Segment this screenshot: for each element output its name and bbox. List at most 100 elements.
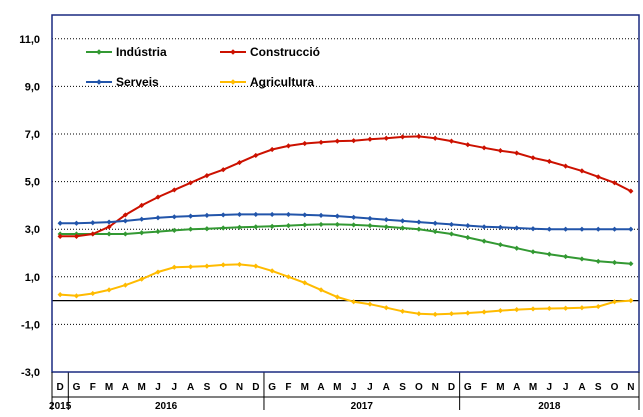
data-point	[432, 135, 438, 141]
x-tick-label: O	[415, 382, 423, 393]
data-point	[204, 212, 210, 218]
data-point	[514, 225, 520, 231]
data-point	[465, 142, 471, 148]
data-point	[253, 211, 259, 218]
data-point	[220, 225, 226, 231]
x-tick-label: F	[90, 382, 96, 393]
data-point	[334, 294, 340, 300]
data-point	[611, 226, 618, 232]
data-point	[351, 214, 357, 220]
data-point	[285, 223, 292, 229]
data-point	[171, 227, 177, 233]
x-tick-label: A	[513, 382, 520, 393]
data-point	[351, 222, 357, 228]
data-point	[481, 224, 487, 230]
data-point	[383, 135, 389, 141]
data-point	[367, 215, 373, 222]
x-tick-label: G	[464, 382, 472, 393]
data-point	[106, 219, 112, 225]
data-point	[171, 214, 177, 220]
data-point	[432, 220, 438, 226]
y-tick-label: 11,0	[19, 34, 40, 46]
x-tick-label: S	[595, 382, 602, 393]
y-tick-label: 1,0	[25, 272, 40, 284]
y-tick-label: 9,0	[25, 81, 40, 93]
data-point	[122, 282, 128, 288]
data-point	[448, 138, 455, 144]
data-point	[204, 263, 210, 269]
data-point	[595, 174, 601, 180]
data-point	[481, 145, 487, 151]
x-tick-label: N	[627, 382, 634, 393]
data-point	[399, 225, 406, 231]
y-tick-label: 5,0	[25, 177, 40, 189]
data-point	[432, 228, 438, 235]
data-point	[563, 163, 569, 169]
data-point	[187, 213, 194, 219]
y-tick-label: -3,0	[21, 367, 40, 379]
data-point	[220, 262, 226, 268]
data-point	[171, 187, 177, 193]
data-point	[611, 299, 618, 305]
data-point	[399, 134, 406, 140]
data-point	[497, 307, 504, 314]
data-point	[187, 264, 194, 270]
data-point	[399, 308, 406, 314]
x-tick-label: M	[529, 382, 537, 393]
data-point	[546, 226, 552, 232]
data-point	[611, 180, 618, 186]
data-point	[351, 299, 357, 305]
data-point	[334, 138, 340, 144]
x-tick-label: D	[57, 382, 64, 393]
data-point	[269, 268, 275, 274]
data-point	[155, 215, 161, 221]
data-point	[318, 212, 324, 218]
data-point	[236, 159, 243, 166]
data-point	[563, 253, 569, 260]
data-point	[139, 276, 145, 282]
x-tick-label: J	[547, 382, 553, 393]
legend-marker-1	[230, 49, 236, 55]
data-point	[530, 226, 536, 232]
data-point	[514, 307, 520, 313]
data-point	[220, 212, 226, 218]
data-point	[497, 148, 504, 154]
data-point	[318, 287, 324, 293]
data-point	[90, 290, 96, 297]
x-tick-label: J	[155, 382, 161, 393]
y-tick-label: 3,0	[25, 224, 40, 236]
data-point	[367, 136, 373, 142]
data-point	[155, 194, 161, 200]
data-point	[383, 305, 389, 311]
x-tick-label: S	[204, 382, 211, 393]
data-point	[155, 269, 161, 275]
data-point	[269, 223, 275, 229]
data-point	[90, 220, 96, 226]
year-label: 2015	[49, 401, 72, 412]
data-point	[73, 233, 80, 239]
x-tick-label: J	[172, 382, 178, 393]
data-point	[334, 213, 340, 219]
data-point	[465, 234, 471, 241]
data-point	[514, 150, 520, 156]
data-point	[318, 139, 324, 145]
data-point	[351, 138, 357, 144]
legend-label-2: Serveis	[116, 75, 159, 89]
data-point	[628, 298, 634, 304]
year-label: 2016	[155, 401, 178, 412]
x-tick-label: F	[481, 382, 487, 393]
plot-frame	[51, 14, 640, 373]
x-tick-label: M	[301, 382, 309, 393]
data-point	[90, 231, 96, 237]
year-label: 2018	[538, 401, 561, 412]
data-point	[579, 226, 585, 232]
x-tick-label: M	[496, 382, 504, 393]
x-tick-label: A	[383, 382, 390, 393]
data-point	[595, 258, 601, 264]
series-line-2	[60, 213, 631, 231]
data-point	[530, 249, 536, 255]
data-point	[220, 167, 226, 173]
data-point	[57, 292, 63, 298]
